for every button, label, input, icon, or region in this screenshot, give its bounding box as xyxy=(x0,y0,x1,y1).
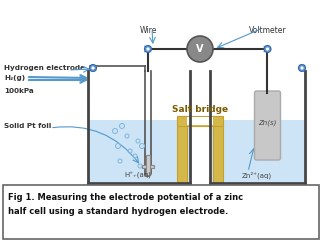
Bar xyxy=(89,120,189,182)
Bar xyxy=(146,155,150,175)
Circle shape xyxy=(91,67,95,70)
Circle shape xyxy=(147,47,150,51)
Bar xyxy=(177,116,223,126)
Text: 100kPa: 100kPa xyxy=(4,88,34,94)
Text: Fig 1. Measuring the electrode potential of a zinc: Fig 1. Measuring the electrode potential… xyxy=(8,193,243,202)
Circle shape xyxy=(298,65,306,72)
Text: Wire: Wire xyxy=(139,26,157,35)
FancyBboxPatch shape xyxy=(254,91,280,160)
Bar xyxy=(142,165,154,168)
Bar xyxy=(177,116,187,183)
Bar xyxy=(213,116,223,183)
Circle shape xyxy=(145,46,151,53)
Circle shape xyxy=(300,67,304,70)
Text: H⁺₊(aq): H⁺₊(aq) xyxy=(125,171,151,179)
Text: Voltmeter: Voltmeter xyxy=(249,26,287,35)
Bar xyxy=(211,120,304,182)
Text: half cell using a standard hydrogen electrode.: half cell using a standard hydrogen elec… xyxy=(8,207,228,216)
Circle shape xyxy=(264,46,271,53)
Text: H₂(g): H₂(g) xyxy=(4,75,25,81)
Text: Hydrogen electrode: Hydrogen electrode xyxy=(4,65,85,71)
Text: Zn²⁺(aq): Zn²⁺(aq) xyxy=(242,171,272,179)
Text: Zn(s): Zn(s) xyxy=(258,119,277,126)
Text: V: V xyxy=(196,44,204,54)
Circle shape xyxy=(187,36,213,62)
Bar xyxy=(187,117,213,125)
FancyBboxPatch shape xyxy=(3,185,319,239)
Circle shape xyxy=(90,65,97,72)
Circle shape xyxy=(266,47,269,51)
Text: Solid Pt foil: Solid Pt foil xyxy=(4,123,51,129)
Text: Salt bridge: Salt bridge xyxy=(172,105,228,114)
